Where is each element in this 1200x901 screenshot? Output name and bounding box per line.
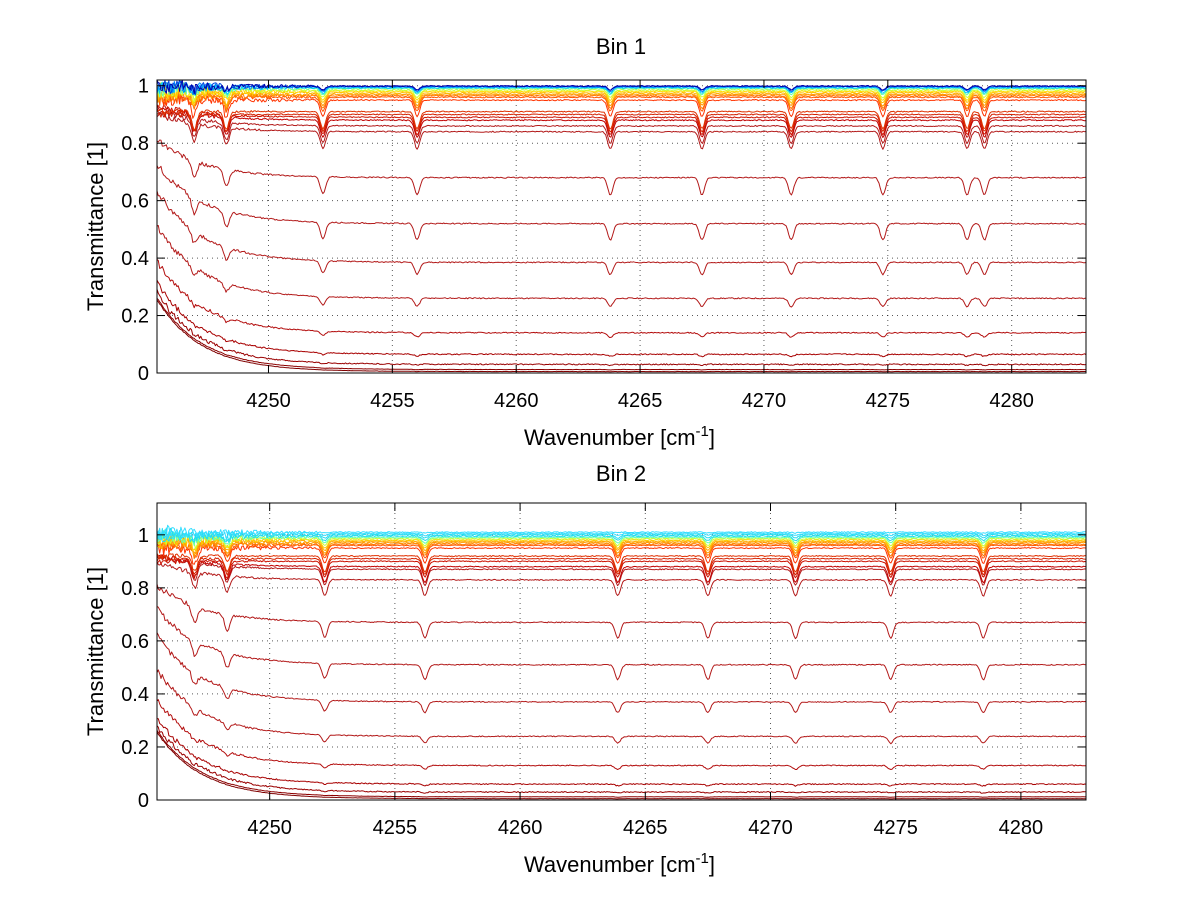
spectrum-line [156, 279, 1087, 358]
x-tick-label: 4260 [498, 817, 543, 839]
bin-2-title: Bin 2 [596, 461, 646, 486]
y-tick-label: 0.6 [121, 191, 149, 213]
spectrum-line [156, 93, 1087, 119]
x-tick-label: 4275 [866, 390, 911, 412]
spectrum-line [156, 561, 1087, 597]
spectrum-line [156, 90, 1087, 113]
spectrum-line [156, 669, 1087, 745]
bin-1-ticks: 4250 4255 4260 4265 4270 4275 4280 0 0.2 0.4 0.6 0.… [121, 76, 1086, 412]
x-tick-label: 4250 [247, 817, 292, 839]
bin-1-xlabel-sup: -1 [696, 423, 709, 440]
spectrum-line [156, 541, 1087, 565]
spectrum-line [156, 86, 1087, 111]
spectrum-line [156, 85, 1087, 107]
bin-2-panel: Bin 2 4250 4255 4260 4265 4270 4275 4280 0 0.2 0.… [83, 461, 1087, 877]
bin-1-panel: Bin 1 4250 4255 4260 4265 4270 4275 4280 0 0.2 0.… [83, 34, 1087, 450]
spectrum-line [156, 730, 1087, 798]
spectrum-line [156, 111, 1087, 150]
spectrum-line [156, 190, 1087, 276]
bin-1-ylabel: Transmittance [1] [83, 142, 108, 311]
spectrum-line [156, 718, 1087, 787]
spectrum-line [156, 165, 1087, 241]
x-tick-label: 4265 [618, 390, 663, 412]
spectrum-line [156, 530, 1087, 543]
spectrum-line [156, 225, 1087, 308]
spectrum-line [156, 583, 1087, 640]
x-tick-label: 4250 [246, 390, 291, 412]
y-tick-label: 0.4 [121, 248, 149, 270]
y-tick-label: 0 [138, 363, 149, 385]
spectrum-line [156, 104, 1087, 136]
spectrum-line [156, 79, 1087, 95]
spectrum-line [156, 87, 1087, 109]
spectrum-line [156, 725, 1087, 794]
bin-2-ticks: 4250 4255 4260 4265 4270 4275 4280 0 0.2 0.4 0.6 0.… [121, 503, 1086, 839]
spectrum-line [156, 108, 1087, 131]
spectrum-line [156, 82, 1087, 103]
y-tick-label: 0.4 [121, 684, 149, 706]
bin-2-xlabel: Wavenumber [cm-1] [524, 850, 715, 877]
spectrum-line [156, 553, 1087, 573]
bin-2-xlabel-main: Wavenumber [cm [524, 852, 696, 877]
bin-2-xlabel-end: ] [709, 852, 715, 877]
spectrum-line [156, 606, 1087, 681]
bin-2-series [156, 524, 1087, 800]
spectrum-line [156, 524, 1087, 541]
x-tick-label: 4270 [742, 390, 787, 412]
spectrum-line [156, 554, 1087, 584]
bin-1-gridlines [157, 80, 1086, 373]
spectrum-line [156, 110, 1087, 133]
spectrum-line [156, 297, 1087, 371]
x-tick-label: 4270 [748, 817, 793, 839]
bin-2-xlabel-sup: -1 [696, 850, 709, 867]
bin-1-xlabel: Wavenumber [cm-1] [524, 423, 715, 450]
spectrum-line [156, 533, 1087, 556]
x-tick-label: 4265 [623, 817, 668, 839]
y-tick-label: 0.8 [121, 133, 149, 155]
y-tick-label: 1 [138, 76, 149, 98]
spectrum-line [156, 105, 1087, 138]
spectrum-line [156, 535, 1087, 555]
bin-2-ylabel: Transmittance [1] [83, 567, 108, 736]
spectrum-line [156, 107, 1087, 144]
spectrum-line [156, 632, 1087, 714]
bin-1-xlabel-end: ] [709, 425, 715, 450]
spectrum-line [156, 299, 1086, 373]
x-tick-label: 4255 [373, 817, 418, 839]
spectrum-line [156, 259, 1087, 338]
x-tick-label: 4255 [370, 390, 415, 412]
x-tick-label: 4260 [494, 390, 539, 412]
spectrum-line [156, 289, 1087, 367]
x-tick-label: 4280 [989, 390, 1034, 412]
x-tick-label: 4280 [999, 817, 1044, 839]
y-tick-label: 0.2 [121, 306, 149, 328]
bin-1-series [156, 79, 1087, 373]
y-tick-label: 0.8 [121, 578, 149, 600]
x-tick-label: 4275 [873, 817, 918, 839]
spectrum-line [156, 699, 1087, 770]
bin-2-axes-box [156, 502, 1087, 801]
spectrum-line [156, 538, 1087, 560]
y-tick-label: 0 [138, 790, 149, 812]
spectrum-line [156, 527, 1086, 540]
spectrum-line [156, 731, 1086, 800]
spectrum-line [156, 527, 1087, 543]
bin-1-title: Bin 1 [596, 34, 646, 59]
spectrum-line [156, 555, 1087, 576]
spectrum-line [156, 559, 1087, 579]
spectrum-line [156, 139, 1087, 196]
y-tick-label: 0.6 [121, 631, 149, 653]
bin-1-xlabel-main: Wavenumber [cm [524, 425, 696, 450]
spectrum-line [156, 533, 1087, 552]
spectrum-line [156, 538, 1087, 559]
spectrum-line [156, 554, 1087, 587]
y-tick-label: 1 [138, 525, 149, 547]
bin-1-axes-box [156, 79, 1087, 374]
spectrum-line [156, 531, 1087, 550]
y-tick-label: 0.2 [121, 737, 149, 759]
